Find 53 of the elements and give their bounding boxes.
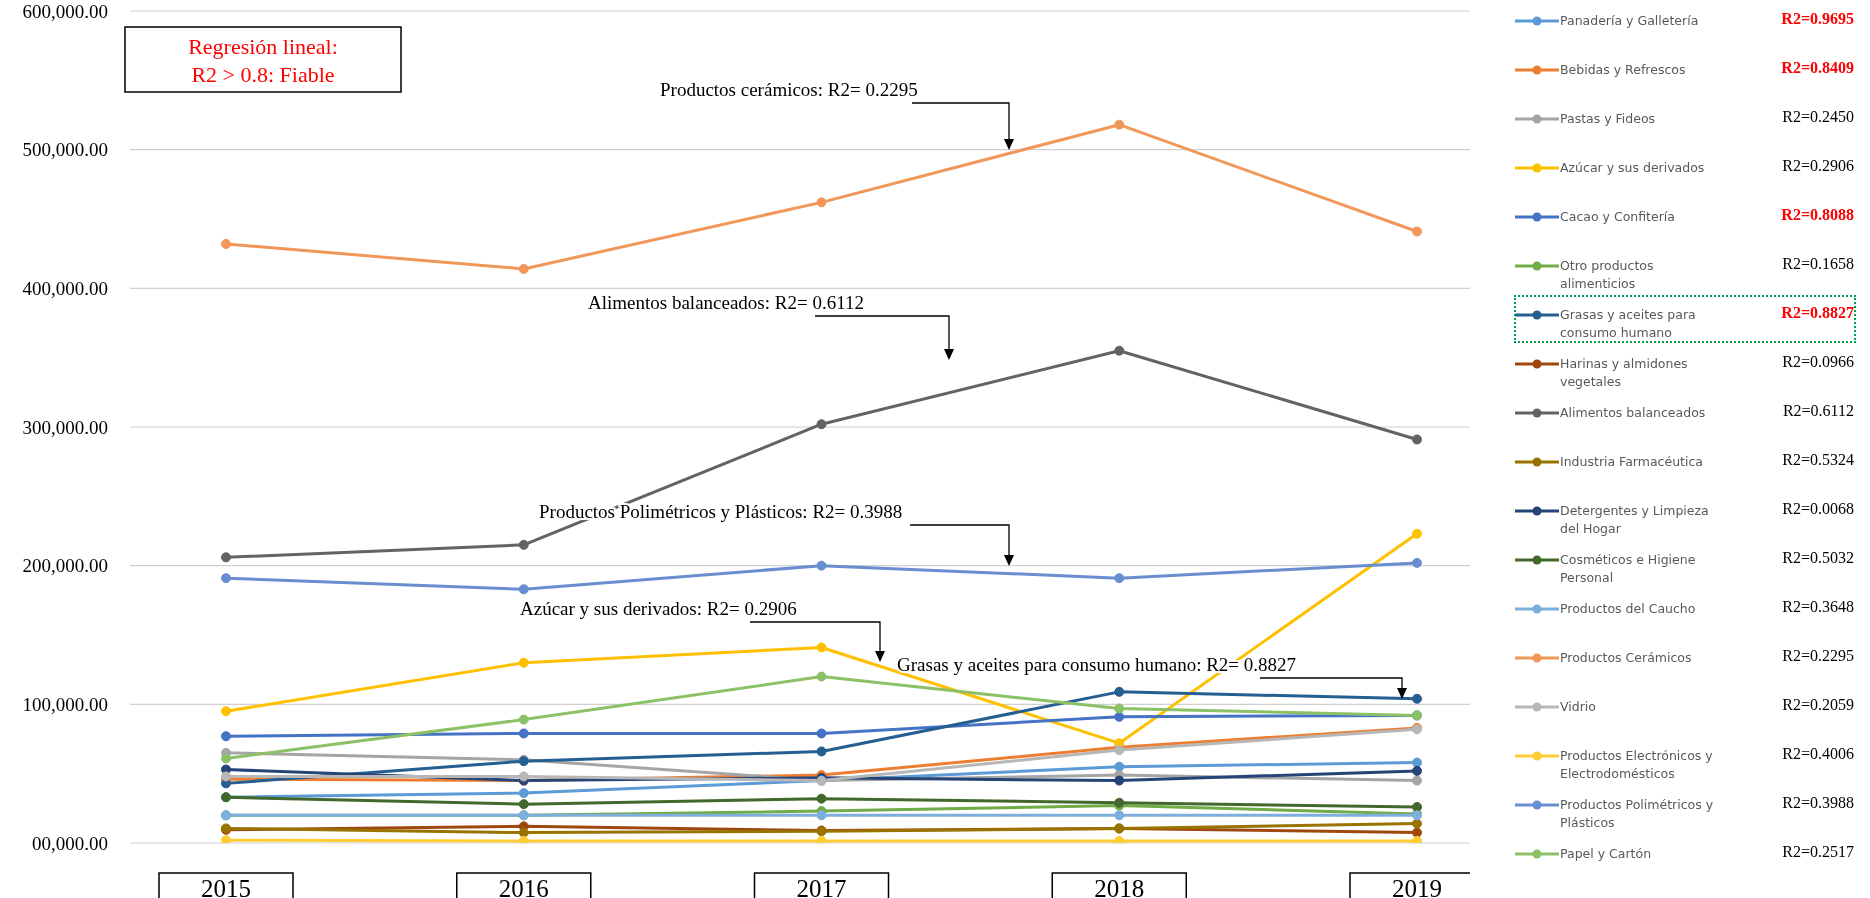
- text: R2=0.5324: [1781, 451, 1854, 469]
- text: R2=0.2450: [1781, 108, 1854, 126]
- x-tick-label: 2016: [498, 875, 549, 898]
- legend-label: Vidrio: [1560, 698, 1597, 716]
- legend-label: Detergentes y Limpieza del Hogar: [1560, 502, 1710, 538]
- text: R2=0.6112: [1781, 402, 1854, 420]
- text: R2=0.5032: [1781, 549, 1854, 567]
- legend-label: Productos Cerámicos: [1560, 649, 1693, 667]
- legend-label: Papel y Cartón: [1560, 845, 1653, 863]
- text: R2=0.8827: [1780, 304, 1854, 322]
- legend-label: Alimentos balanceados: [1560, 404, 1707, 422]
- y-tick-label: 100,000.00: [22, 694, 108, 716]
- x-tick-label: 2015: [201, 875, 251, 898]
- annotation: Alimentos balanceados: R2= 0.6112: [588, 292, 864, 313]
- note-box: Regresión lineal: R2 > 0.8: Fiable: [124, 26, 402, 93]
- legend-label: Productos Polimétricos y Plásticos: [1560, 796, 1715, 832]
- x-tick-label: 2017: [796, 875, 847, 898]
- text: R2=0.3988: [1781, 794, 1854, 812]
- annotation: Regresión lineal: R2 > 0.8: Fiable: [188, 34, 338, 87]
- x-tick-label: 2019: [1392, 875, 1442, 898]
- text: R2=0.3648: [1781, 598, 1854, 616]
- legend-label: Pastas y Fideos: [1560, 110, 1657, 128]
- text: R2=0.2059: [1781, 696, 1854, 714]
- y-tick-label: 500,000.00: [22, 139, 108, 161]
- y-tick-label: 00,000.00: [32, 832, 108, 854]
- legend-label: Azúcar y sus derivados: [1560, 159, 1706, 177]
- y-tick-label: 600,000.00: [22, 0, 108, 22]
- y-tick-label: 400,000.00: [22, 278, 108, 300]
- text: R2=0.2517: [1781, 843, 1854, 861]
- legend-label: Productos del Caucho: [1560, 600, 1697, 618]
- text: R2=0.8088: [1780, 206, 1854, 224]
- text: R2=0.2906: [1781, 157, 1854, 175]
- annotation: Azúcar y sus derivados: R2= 0.2906: [520, 598, 797, 619]
- text: R2=0.4006: [1781, 745, 1854, 763]
- text: R2=0.8409: [1780, 59, 1854, 77]
- legend-label: Harinas y almidones vegetales: [1560, 355, 1689, 391]
- legend-label: Grasas y aceites para consumo humano: [1560, 306, 1697, 342]
- legend-label: Cosméticos e Higiene Personal: [1560, 551, 1697, 587]
- legend-label: Cacao y Confitería: [1560, 208, 1676, 226]
- y-tick-label: 300,000.00: [22, 416, 108, 438]
- legend-label: Bebidas y Refrescos: [1560, 61, 1687, 79]
- legend-label: Industria Farmacéutica: [1560, 453, 1704, 471]
- text: R2=0.0068: [1781, 500, 1854, 518]
- annotation: Productos cerámicos: R2= 0.2295: [660, 79, 918, 100]
- legend-label: Panadería y Galletería: [1560, 12, 1700, 30]
- text: R2=0.2295: [1781, 647, 1854, 665]
- y-tick-label: 200,000.00: [22, 555, 108, 577]
- text: R2=0.9695: [1780, 10, 1854, 28]
- text: R2=0.1658: [1781, 255, 1854, 273]
- legend-label: Productos Electrónicos y Electrodomésticos: [1560, 747, 1714, 783]
- legend-label: Otro productos alimenticios: [1560, 257, 1655, 293]
- x-tick-label: 2018: [1094, 875, 1145, 898]
- text: R2=0.0966: [1781, 353, 1854, 371]
